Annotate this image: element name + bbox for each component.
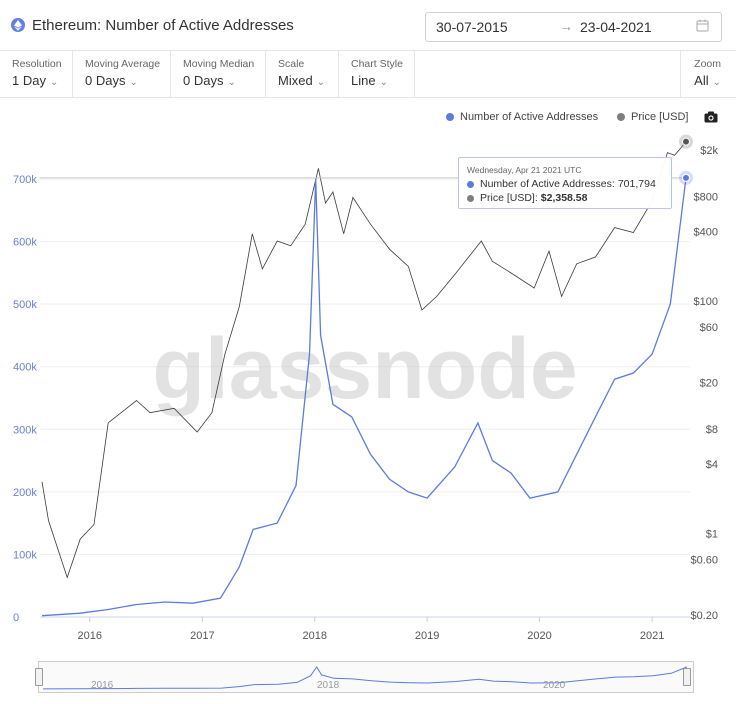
arrow-right-icon: → <box>559 18 573 34</box>
resolution-value[interactable]: 1 Day ⌄ <box>12 73 59 88</box>
x-tick-label: 2019 <box>415 630 439 642</box>
y-left-tick-label: 300k <box>13 424 37 436</box>
y-left-tick-label: 600k <box>13 237 37 249</box>
y-right-tick-label: $8 <box>706 424 718 436</box>
chart-header: Ethereum: Number of Active Addresses 30-… <box>0 0 736 51</box>
y-right-tick-label: $1 <box>706 529 718 541</box>
chevron-down-icon: ⌄ <box>49 77 59 88</box>
scale-label: Scale <box>278 58 305 70</box>
y-left-tick-label: 500k <box>13 299 37 311</box>
chevron-down-icon: ⌄ <box>712 77 721 88</box>
zoom-label: Zoom <box>694 58 721 70</box>
chart-controls: Resolution 1 Day ⌄ Moving Average 0 Days ⌄… <box>0 51 736 98</box>
moving-median-label: Moving Median <box>183 58 255 70</box>
y-left-tick-label: 700k <box>13 174 37 186</box>
scale-select[interactable]: Scale Mixed ⌄ <box>266 51 339 97</box>
chart-style-value[interactable]: Line ⌄ <box>351 73 388 88</box>
x-tick-label: 2016 <box>77 630 101 642</box>
tooltip-date: Wednesday, Apr 21 2021 UTC <box>467 165 582 175</box>
zoom-select[interactable]: Zoom All ⌄ <box>680 51 736 97</box>
date-to[interactable]: 23-04-2021 <box>580 19 652 35</box>
navigator-label: 2016 <box>91 680 114 691</box>
chart-style-label: Chart Style <box>351 58 403 70</box>
tooltip-price-value: $2,358.58 <box>540 192 588 204</box>
resolution-select[interactable]: Resolution 1 Day ⌄ <box>0 51 73 97</box>
price-hover-point <box>682 137 690 146</box>
x-tick-label: 2017 <box>190 630 214 642</box>
chevron-down-icon: ⌄ <box>129 77 138 88</box>
navigator-right-handle[interactable] <box>683 668 691 686</box>
legend-label: Price [USD] <box>631 111 689 123</box>
chart-title: Ethereum: Number of Active Addresses <box>32 17 294 34</box>
y-left-tick-label: 0 <box>13 612 19 624</box>
y-right-tick-label: $4 <box>706 459 718 471</box>
series-price-line <box>41 141 687 579</box>
chevron-down-icon: ⌄ <box>379 77 388 88</box>
moving-median-select[interactable]: Moving Median 0 Days ⌄ <box>171 51 266 97</box>
navigator-label: 2020 <box>543 680 566 691</box>
legend-label: Number of Active Addresses <box>460 111 599 123</box>
y-right-tick-label: $800 <box>694 191 718 203</box>
zoom-value[interactable]: All ⌄ <box>694 73 721 88</box>
ethereum-icon <box>11 18 25 32</box>
navigator-left-handle[interactable] <box>35 668 43 686</box>
tooltip: Wednesday, Apr 21 2021 UTC Number of Act… <box>458 157 672 209</box>
addresses-hover-point <box>682 173 690 182</box>
y-left-tick-label: 400k <box>13 362 37 374</box>
chevron-down-icon: ⌄ <box>316 77 326 88</box>
chart-style-select[interactable]: Chart Style Line ⌄ <box>339 51 415 97</box>
y-left-tick-label: 100k <box>13 549 37 561</box>
x-tick-label: 2018 <box>303 630 327 642</box>
legend-dot <box>446 113 454 121</box>
tooltip-dot <box>467 180 474 188</box>
x-tick-label: 2021 <box>640 630 664 642</box>
tooltip-addresses-value: 701,794 <box>617 178 656 190</box>
legend-item-addresses[interactable]: Number of Active Addresses <box>446 111 598 123</box>
camera-icon[interactable] <box>704 110 718 128</box>
legend-item-price[interactable]: Price [USD] <box>617 111 688 123</box>
moving-average-label: Moving Average <box>85 58 161 70</box>
tooltip-row-addresses: Number of Active Addresses: 701,794 <box>467 178 656 190</box>
moving-average-select[interactable]: Moving Average 0 Days ⌄ <box>73 51 171 97</box>
tooltip-dot <box>467 194 474 202</box>
watermark: glassnode <box>152 321 577 417</box>
y-left-tick-label: 200k <box>13 487 37 499</box>
date-from[interactable]: 30-07-2015 <box>436 19 508 35</box>
series-addresses-line <box>41 177 687 617</box>
x-tick-label: 2020 <box>527 630 551 642</box>
y-right-tick-label: $60 <box>700 322 718 334</box>
tooltip-row-price: Price [USD]: $2,358.58 <box>467 192 587 204</box>
scale-value[interactable]: Mixed ⌄ <box>278 73 326 88</box>
moving-median-value[interactable]: 0 Days ⌄ <box>183 73 236 88</box>
range-navigator[interactable]: 2016 2018 2020 <box>35 661 694 693</box>
y-right-tick-label: $100 <box>694 296 718 308</box>
y-right-tick-label: $0.60 <box>690 555 718 567</box>
y-right-tick-label: $400 <box>694 226 718 238</box>
y-right-tick-label: $0.20 <box>690 610 718 622</box>
date-range-picker[interactable]: 30-07-2015 → 23-04-2021 <box>425 12 722 42</box>
y-right-tick-label: $20 <box>700 378 718 390</box>
legend-dot <box>617 113 625 121</box>
moving-average-value[interactable]: 0 Days ⌄ <box>85 73 138 88</box>
tooltip-price-label: Price [USD]: <box>480 192 538 204</box>
tooltip-addresses-label: Number of Active Addresses: <box>480 178 615 190</box>
chevron-down-icon: ⌄ <box>227 77 236 88</box>
y-right-tick-label: $2k <box>700 145 718 157</box>
resolution-label: Resolution <box>12 58 62 70</box>
navigator-label: 2018 <box>317 680 340 691</box>
calendar-icon[interactable] <box>696 19 709 35</box>
navigator-chart <box>42 666 688 690</box>
